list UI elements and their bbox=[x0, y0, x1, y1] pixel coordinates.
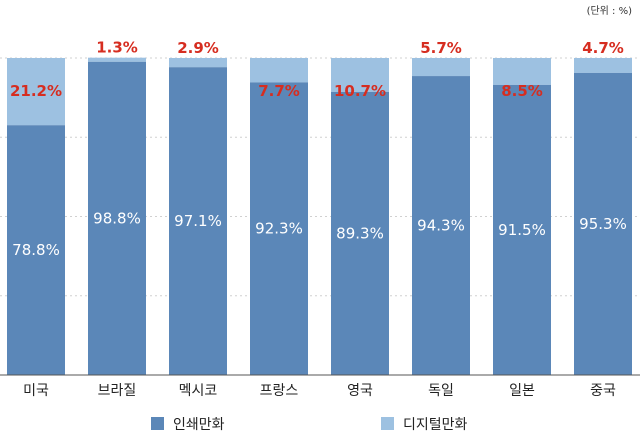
legend-label-digital: 디지털만화 bbox=[403, 417, 468, 433]
bar-print-4 bbox=[331, 91, 389, 375]
label-print-5: 94.3% bbox=[417, 217, 465, 235]
bar-digital-7 bbox=[574, 58, 632, 73]
bar-digital-0 bbox=[7, 58, 65, 126]
bar-digital-2 bbox=[169, 58, 227, 68]
bar-print-2 bbox=[169, 67, 227, 376]
label-digital-2: 2.9% bbox=[177, 39, 219, 57]
label-print-3: 92.3% bbox=[255, 220, 303, 238]
x-tick-label-7: 중국 bbox=[590, 383, 616, 399]
label-print-7: 95.3% bbox=[579, 215, 627, 233]
label-digital-1: 1.3% bbox=[96, 39, 138, 57]
bar-digital-6 bbox=[493, 58, 551, 85]
bar-print-0 bbox=[7, 125, 65, 375]
x-tick-label-6: 일본 bbox=[509, 383, 535, 399]
legend-swatch-digital bbox=[381, 417, 394, 430]
label-digital-7: 4.7% bbox=[582, 39, 624, 57]
label-print-1: 98.8% bbox=[93, 209, 141, 227]
label-print-0: 78.8% bbox=[12, 241, 60, 259]
bar-print-6 bbox=[493, 84, 551, 375]
legend-label-print: 인쇄만화 bbox=[173, 417, 225, 433]
bars-group bbox=[7, 57, 632, 376]
label-digital-5: 5.7% bbox=[420, 39, 462, 57]
label-digital-6: 8.5% bbox=[501, 82, 543, 100]
label-print-2: 97.1% bbox=[174, 212, 222, 230]
x-tick-label-3: 프랑스 bbox=[260, 383, 299, 399]
bar-digital-5 bbox=[412, 58, 470, 77]
label-digital-4: 10.7% bbox=[334, 82, 386, 100]
label-print-4: 89.3% bbox=[336, 224, 384, 242]
unit-note: (단위 : %) bbox=[587, 4, 633, 17]
legend-swatch-print bbox=[151, 417, 164, 430]
label-digital-0: 21.2% bbox=[10, 82, 62, 100]
bar-labels-group: 78.8% 21.2% 98.8% 1.3% 97.1% 2.9% 92.3% 7.7% 89.… bbox=[10, 39, 627, 259]
x-tick-label-0: 미국 bbox=[23, 383, 49, 399]
label-digital-3: 7.7% bbox=[258, 82, 300, 100]
bar-digital-1 bbox=[88, 57, 146, 62]
x-tick-label-4: 영국 bbox=[347, 383, 373, 399]
bar-print-5 bbox=[412, 76, 470, 375]
x-tick-label-1: 브라질 bbox=[98, 383, 137, 399]
label-print-6: 91.5% bbox=[498, 221, 546, 239]
x-tick-label-2: 멕시코 bbox=[179, 383, 218, 399]
bar-print-3 bbox=[250, 82, 308, 375]
legend: 인쇄만화 디지털만화 bbox=[151, 417, 468, 433]
x-tick-labels: 미국 브라질 멕시코 프랑스 영국 독일 일본 중국 bbox=[23, 383, 616, 399]
bar-digital-4 bbox=[331, 58, 389, 92]
bar-digital-3 bbox=[250, 58, 308, 83]
bar-print-1 bbox=[88, 61, 146, 375]
x-tick-label-5: 독일 bbox=[428, 383, 454, 399]
bar-print-7 bbox=[574, 72, 632, 376]
